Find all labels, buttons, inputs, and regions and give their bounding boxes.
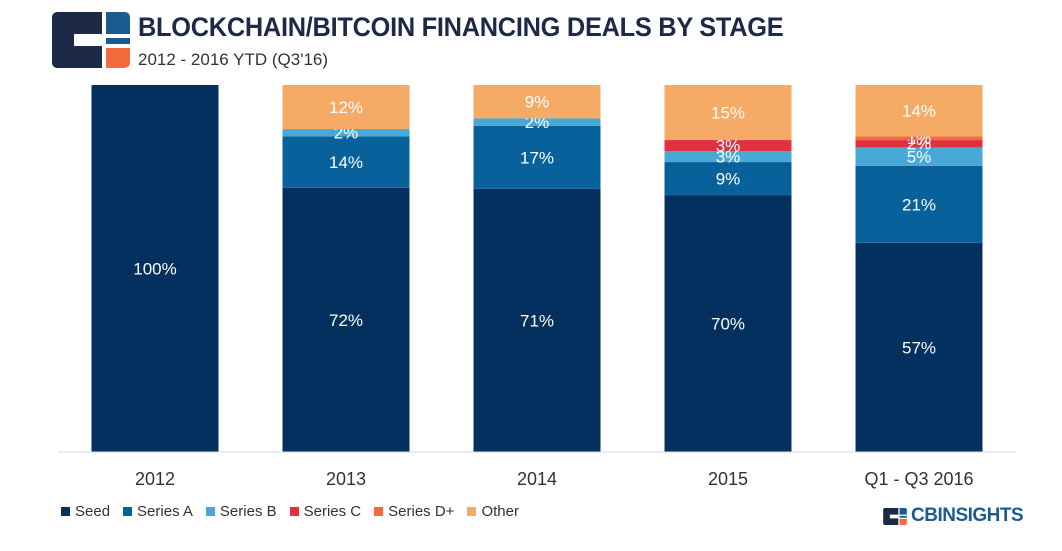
data-label-q1-q3-2016-series-a: 21% — [902, 195, 936, 214]
legend-item-series-b: Series B — [205, 503, 277, 520]
bar-q1-q3-2016-series-b — [855, 147, 983, 166]
bar-2014-seed — [473, 188, 601, 452]
bar-2013-series-b — [282, 129, 410, 137]
legend-item-series-a: Series A — [123, 503, 193, 520]
legend-swatch-series-c — [289, 507, 299, 516]
bar-2012-seed — [91, 85, 219, 452]
bar-2015-seed — [664, 195, 792, 452]
data-label-q1-q3-2016-seed: 57% — [902, 338, 936, 357]
x-tick-label-2015: 2015 — [708, 469, 748, 489]
data-label-2013-other: 12% — [329, 98, 363, 117]
bar-2015-series-c — [664, 140, 792, 152]
bar-2015-series-a — [664, 162, 792, 196]
legend-item-seed: Seed — [61, 503, 110, 520]
legend-label-series-b: Series B — [219, 503, 277, 520]
data-label-2015-seed: 70% — [711, 315, 745, 334]
data-label-2013-series-a: 14% — [329, 153, 363, 172]
bar-q1-q3-2016-series-c — [855, 140, 983, 148]
data-label-2013-seed: 72% — [329, 311, 363, 330]
chart-title: BLOCKCHAIN/BITCOIN FINANCING DEALS BY ST… — [138, 12, 784, 42]
data-label-2014-seed: 71% — [520, 311, 554, 330]
bar-2014-other — [473, 85, 601, 119]
chart-subtitle: 2012 - 2016 YTD (Q3'16) — [138, 50, 329, 69]
legend-label-series-c: Series C — [303, 503, 362, 520]
legend-swatch-series-d — [374, 507, 384, 516]
x-tick-label-2012: 2012 — [135, 469, 175, 489]
x-tick-label-2013: 2013 — [326, 469, 366, 489]
brand-footer: CBINSIGHTS — [883, 505, 1024, 527]
bars-layer: 100%72%14%2%12%71%17%2%9%70%9%3%3%15%57%… — [91, 85, 983, 452]
legend-item-series-d: Series D+ — [374, 503, 454, 520]
data-label-2015-series-b: 3% — [716, 148, 741, 167]
data-label-2015-other: 15% — [711, 104, 745, 123]
bar-2013-series-a — [282, 136, 410, 188]
brand-name: CBINSIGHTS — [911, 505, 1024, 526]
data-label-2015-series-c: 3% — [716, 137, 741, 156]
bar-2015-series-b — [664, 151, 792, 163]
cbinsights-logo-icon — [52, 12, 130, 68]
x-tick-label-2014: 2014 — [517, 469, 557, 489]
legend-swatch-seed — [61, 507, 70, 516]
bar-q1-q3-2016-series-d — [855, 136, 983, 141]
legend-item-other: Other — [467, 503, 519, 520]
data-label-q1-q3-2016-other: 14% — [902, 102, 936, 121]
data-label-2012-seed: 100% — [133, 260, 176, 279]
legend-label-series-d: Series D+ — [388, 503, 455, 520]
bar-2013-other — [282, 85, 410, 130]
x-tick-label-q1-q3-2016: Q1 - Q3 2016 — [864, 469, 973, 489]
data-label-q1-q3-2016-series-b: 5% — [907, 148, 932, 167]
legend-label-series-a: Series A — [137, 503, 193, 520]
brand-mark-icon — [883, 507, 907, 525]
category-labels: 2012 2013 2014 2015 Q1 - Q3 2016 — [135, 469, 974, 489]
bar-2014-series-a — [473, 125, 601, 189]
data-label-2014-series-a: 17% — [520, 148, 554, 167]
legend: Seed Series A Series B Series C Series D+ Oth… — [61, 503, 532, 520]
bar-q1-q3-2016-series-a — [855, 165, 983, 243]
legend-item-series-c: Series C — [289, 503, 362, 520]
data-label-2015-series-a: 9% — [716, 170, 741, 189]
legend-label-other: Other — [481, 503, 519, 520]
bar-2014-series-b — [473, 118, 601, 126]
bar-2015-other — [664, 85, 792, 141]
legend-swatch-series-a — [123, 507, 133, 516]
stacked-bar-chart: 100%72%14%2%12%71%17%2%9%70%9%3%3%15%57%… — [58, 85, 1016, 489]
legend-label-seed: Seed — [75, 503, 111, 520]
bar-q1-q3-2016-seed — [855, 242, 983, 452]
bar-q1-q3-2016-other — [855, 85, 983, 137]
bar-2013-seed — [282, 187, 410, 452]
legend-swatch-series-b — [205, 507, 215, 516]
data-label-2014-other: 9% — [525, 93, 550, 112]
legend-swatch-other — [467, 507, 477, 516]
